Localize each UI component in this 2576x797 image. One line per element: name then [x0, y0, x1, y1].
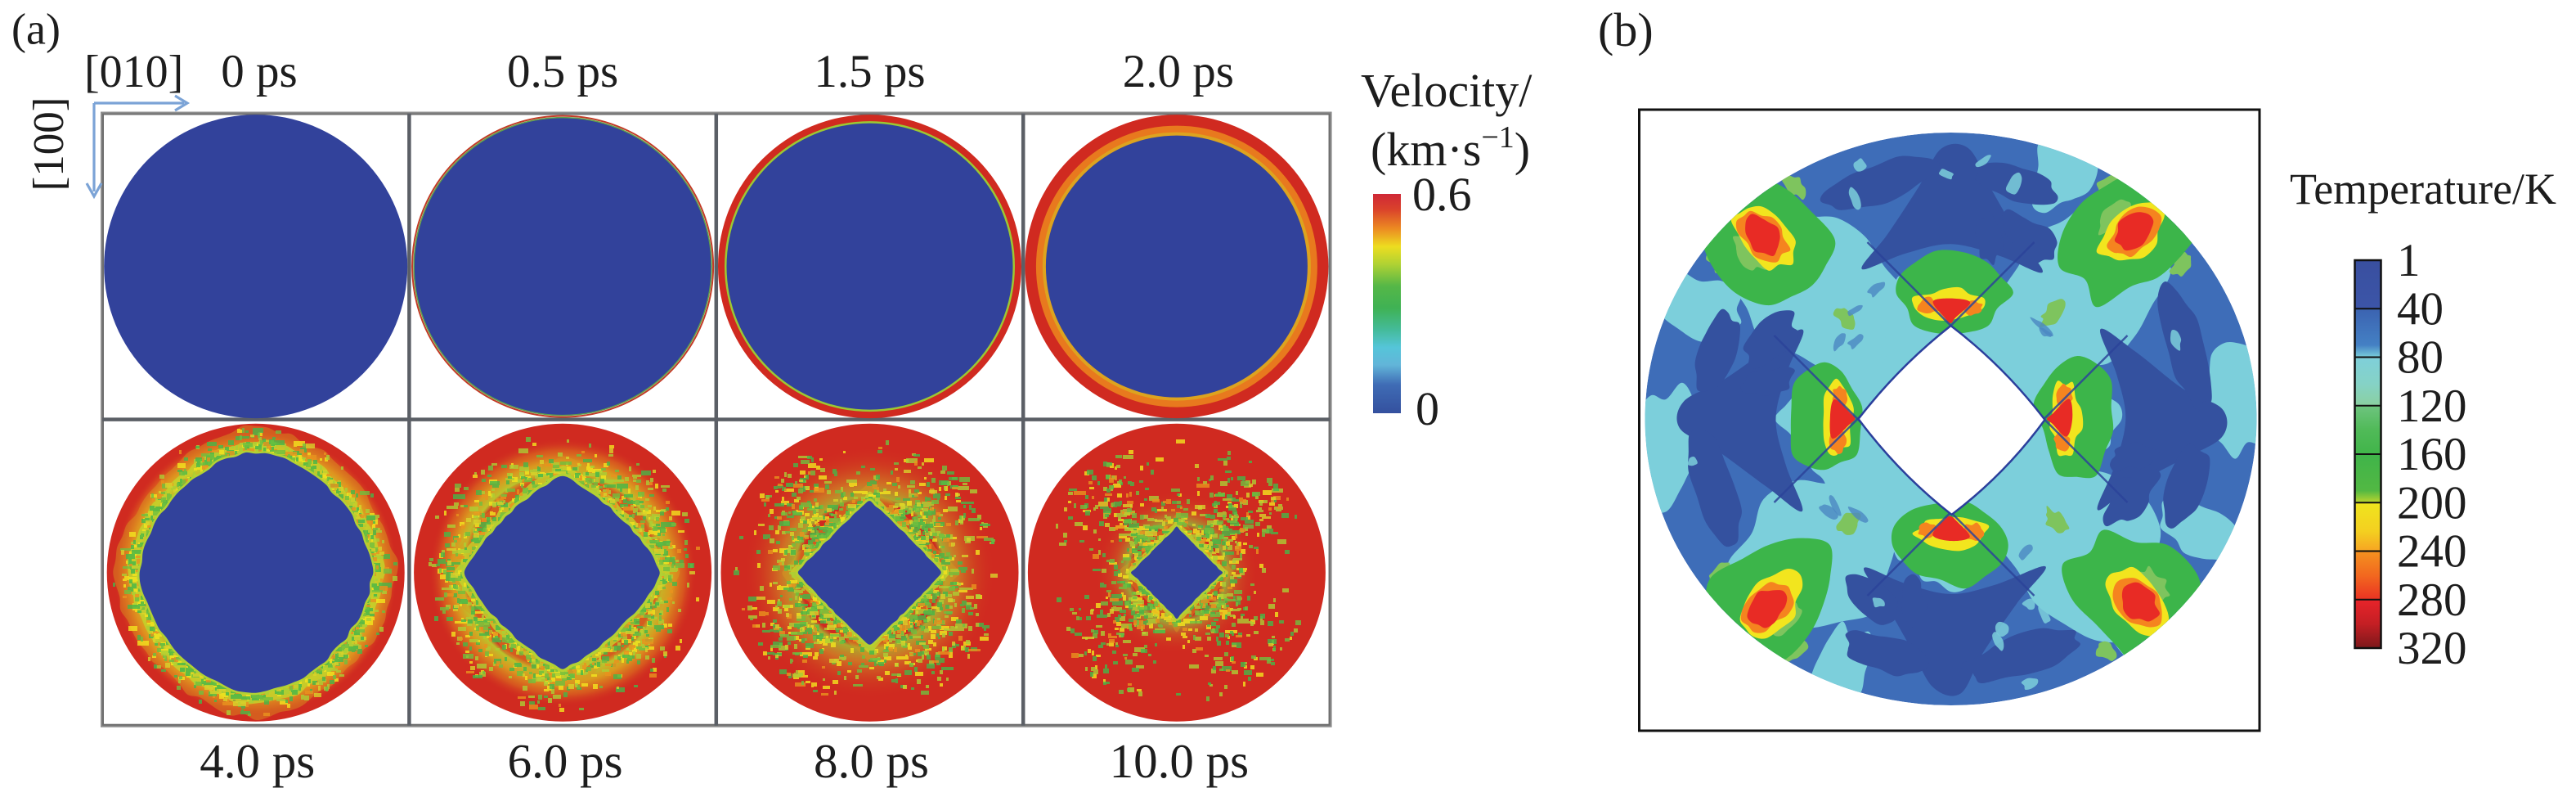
svg-text:0.6: 0.6: [1412, 168, 1472, 221]
svg-text:160: 160: [2397, 429, 2467, 480]
svg-text:320: 320: [2397, 623, 2467, 674]
svg-text:Temperature/K: Temperature/K: [2290, 164, 2556, 214]
svg-text:6.0 ps: 6.0 ps: [508, 734, 623, 788]
svg-text:0 ps: 0 ps: [221, 46, 297, 97]
svg-text:1: 1: [2397, 235, 2421, 286]
svg-text:120: 120: [2397, 380, 2467, 432]
svg-text:280: 280: [2397, 574, 2467, 626]
svg-text:40: 40: [2397, 283, 2444, 335]
svg-text:80: 80: [2397, 332, 2444, 384]
svg-text:Velocity/: Velocity/: [1361, 64, 1533, 117]
svg-text:(b): (b): [1598, 3, 1654, 56]
svg-text:0: 0: [1416, 382, 1439, 435]
svg-text:[100]: [100]: [25, 97, 73, 191]
svg-text:0.5 ps: 0.5 ps: [507, 46, 618, 97]
svg-text:2.0 ps: 2.0 ps: [1123, 46, 1234, 97]
svg-text:8.0 ps: 8.0 ps: [814, 734, 929, 788]
svg-text:10.0 ps: 10.0 ps: [1110, 734, 1249, 788]
svg-text:4.0 ps: 4.0 ps: [200, 734, 315, 788]
svg-text:240: 240: [2397, 526, 2467, 578]
svg-text:(a): (a): [11, 5, 61, 54]
svg-text:1.5 ps: 1.5 ps: [814, 46, 925, 97]
svg-text:[010]: [010]: [84, 47, 183, 97]
svg-text:200: 200: [2397, 477, 2467, 529]
